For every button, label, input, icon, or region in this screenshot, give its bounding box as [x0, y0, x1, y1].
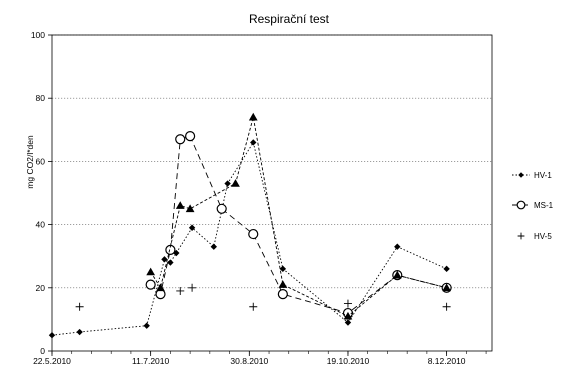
- triangle-marker: [175, 201, 185, 209]
- grid-lines: [52, 34, 492, 289]
- plus-marker: [343, 299, 352, 308]
- circle-marker: [145, 279, 156, 290]
- series-hv-5: [75, 283, 451, 311]
- circle-marker: [516, 200, 526, 210]
- y-tick-label: 100: [31, 30, 45, 40]
- triangle-marker: [185, 204, 195, 213]
- series-line: [150, 135, 447, 314]
- triangle-marker: [248, 112, 258, 121]
- diamond-marker: [250, 139, 257, 146]
- y-tick-label: 20: [36, 283, 46, 293]
- legend-item-ms-1: MS-1: [512, 200, 554, 210]
- circle-marker: [216, 203, 227, 214]
- plus-marker: [442, 302, 451, 311]
- diamond-marker: [394, 243, 401, 250]
- series-line: [51, 141, 447, 336]
- triangle-marker: [343, 311, 353, 320]
- x-tick-label: 22.5.2010: [33, 356, 71, 366]
- legend-label: MS-1: [534, 201, 554, 210]
- diamond-marker: [518, 172, 524, 178]
- triangle-marker: [156, 283, 165, 292]
- y-tick-label: 0: [40, 346, 45, 356]
- chart-title: Respirační test: [249, 12, 330, 26]
- series-unlabeled-2: [146, 112, 451, 320]
- triangle-marker: [231, 179, 240, 187]
- circle-marker: [175, 134, 186, 145]
- legend-label: HV-5: [534, 232, 552, 241]
- triangle-marker: [146, 267, 156, 276]
- plus-marker: [176, 286, 185, 295]
- diamond-marker: [76, 328, 83, 336]
- plot-frame: [51, 34, 493, 352]
- circle-marker: [248, 228, 259, 240]
- diamond-marker: [279, 265, 287, 273]
- data-series: [48, 112, 452, 339]
- diamond-marker: [143, 322, 150, 329]
- y-axis-label: mg CO2/l*den: [25, 135, 35, 189]
- x-tick-label: 11.7.2010: [132, 356, 169, 366]
- series-line: [150, 117, 447, 317]
- x-tick-label: 8.12.2010: [428, 356, 466, 366]
- diamond-marker: [167, 259, 174, 266]
- y-tick-label: 80: [36, 93, 46, 103]
- plus-marker: [75, 302, 84, 311]
- diamond-marker: [443, 265, 450, 273]
- triangle-marker: [278, 280, 288, 288]
- plus-marker: [249, 302, 258, 311]
- plus-marker: [188, 283, 197, 292]
- x-tick-label: 19.10.2010: [327, 356, 370, 366]
- legend: HV-1 MS-1 HV-5: [512, 171, 554, 241]
- circle-marker: [185, 131, 196, 142]
- diamond-marker: [48, 332, 56, 339]
- diamond-marker: [188, 224, 196, 231]
- triangle-marker: [392, 270, 402, 279]
- diamond-marker: [210, 243, 217, 250]
- diamond-marker: [224, 180, 231, 187]
- legend-label: HV-1: [534, 171, 552, 180]
- legend-item-hv-5: HV-5: [517, 232, 552, 241]
- circle-marker: [277, 289, 288, 300]
- y-tick-label: 60: [36, 156, 46, 166]
- plus-marker: [517, 232, 525, 240]
- y-tick-label: 40: [36, 220, 46, 230]
- x-tick-label: 30.8.2010: [230, 356, 268, 366]
- diamond-marker: [344, 319, 352, 326]
- triangle-marker: [442, 283, 451, 292]
- series-hv-1: [48, 139, 450, 339]
- axes: 0 20 40 60 80 100 22.5.2010 11.7.2010 30.8.2010 1…: [31, 30, 493, 366]
- legend-item-hv-1: HV-1: [512, 171, 552, 180]
- diamond-marker: [161, 256, 168, 263]
